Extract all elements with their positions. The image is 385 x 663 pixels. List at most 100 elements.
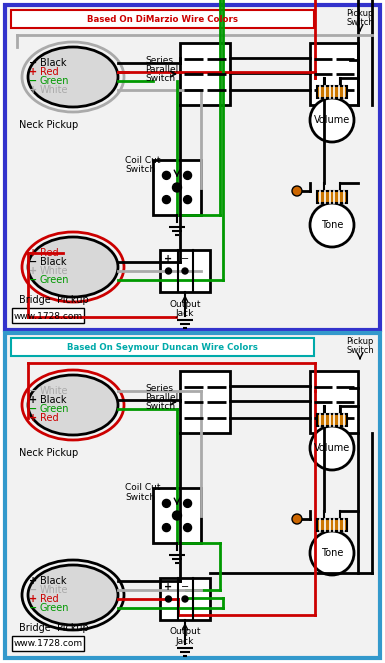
Text: −: − (29, 58, 37, 68)
Text: Parallel: Parallel (145, 64, 178, 74)
Text: White: White (40, 266, 69, 276)
Text: Pickup: Pickup (346, 337, 374, 345)
Text: Neck Pickup: Neck Pickup (19, 448, 78, 458)
Circle shape (162, 499, 171, 507)
Circle shape (292, 514, 302, 524)
Bar (180, 371, 230, 433)
Text: Neck Pickup: Neck Pickup (19, 120, 78, 130)
Text: Coil Cut: Coil Cut (125, 156, 161, 164)
Circle shape (310, 98, 354, 142)
Text: −: − (29, 404, 37, 414)
Circle shape (172, 511, 181, 520)
Bar (160, 578, 210, 620)
Text: Green: Green (40, 603, 70, 613)
Text: Tone: Tone (321, 548, 343, 558)
Bar (317, 191, 347, 203)
Text: Green: Green (40, 404, 70, 414)
Text: −: − (29, 603, 37, 613)
Bar (5, 5, 380, 330)
Text: +: + (29, 85, 37, 95)
Circle shape (310, 203, 354, 247)
Bar (11, 10, 314, 28)
Text: +: + (29, 576, 37, 586)
Text: Green: Green (40, 275, 70, 285)
Circle shape (184, 196, 192, 204)
Text: Bridge  Pickup: Bridge Pickup (19, 295, 89, 305)
Bar (153, 488, 201, 543)
Ellipse shape (28, 237, 118, 297)
Bar (180, 43, 230, 105)
Text: Black: Black (40, 576, 67, 586)
Text: www.1728.com: www.1728.com (13, 312, 82, 320)
Text: Black: Black (40, 58, 67, 68)
Text: Series: Series (145, 56, 173, 64)
Bar (12, 308, 84, 323)
Circle shape (184, 172, 192, 180)
Text: Output: Output (169, 300, 201, 308)
Text: Switch: Switch (145, 402, 175, 410)
Text: Jack: Jack (176, 308, 194, 318)
Text: Switch: Switch (125, 164, 155, 174)
Text: Switch: Switch (145, 74, 175, 82)
Text: Series: Series (145, 383, 173, 392)
Text: Volume: Volume (314, 443, 350, 453)
Circle shape (292, 186, 302, 196)
Circle shape (182, 268, 188, 274)
Text: Red: Red (40, 67, 59, 77)
Bar (12, 636, 84, 651)
Bar (317, 519, 347, 531)
Text: Switch: Switch (125, 493, 155, 501)
Text: +: + (29, 395, 37, 405)
Circle shape (166, 596, 171, 602)
Text: Pickup: Pickup (346, 9, 374, 17)
Text: +: + (164, 582, 172, 592)
Text: −: − (29, 386, 37, 396)
Text: −: − (29, 275, 37, 285)
Text: +: + (29, 67, 37, 77)
Ellipse shape (28, 565, 118, 625)
Text: Coil Cut: Coil Cut (125, 483, 161, 493)
Bar (11, 338, 314, 356)
Bar (5, 333, 380, 658)
Text: Parallel: Parallel (145, 392, 178, 402)
Text: −: − (29, 76, 37, 86)
Circle shape (162, 172, 171, 180)
Circle shape (182, 596, 188, 602)
Ellipse shape (28, 47, 118, 107)
Text: −: − (181, 254, 189, 265)
Circle shape (162, 196, 171, 204)
Bar (153, 160, 201, 215)
Circle shape (310, 531, 354, 575)
Text: −: − (29, 257, 37, 267)
Bar (317, 414, 347, 426)
Text: Bridge  Pickup: Bridge Pickup (19, 623, 89, 633)
Text: Black: Black (40, 257, 67, 267)
Text: +: + (29, 266, 37, 276)
Text: −: − (181, 582, 189, 592)
Text: Jack: Jack (176, 636, 194, 646)
Text: Tone: Tone (321, 220, 343, 230)
Text: White: White (40, 585, 69, 595)
Circle shape (310, 426, 354, 470)
Text: Based On Seymour Duncan Wire Colors: Based On Seymour Duncan Wire Colors (67, 343, 258, 351)
Circle shape (184, 524, 192, 532)
Circle shape (162, 524, 171, 532)
Text: www.1728.com: www.1728.com (13, 640, 82, 648)
Text: Switch: Switch (346, 17, 374, 27)
Text: Green: Green (40, 76, 70, 86)
Text: +: + (29, 413, 37, 423)
Bar (310, 371, 358, 433)
Circle shape (184, 499, 192, 507)
Ellipse shape (28, 375, 118, 435)
Circle shape (172, 183, 181, 192)
Text: +: + (29, 248, 37, 258)
Text: White: White (40, 386, 69, 396)
Text: White: White (40, 85, 69, 95)
Text: Red: Red (40, 594, 59, 604)
Text: Volume: Volume (314, 115, 350, 125)
Circle shape (166, 268, 171, 274)
Text: +: + (164, 254, 172, 265)
Text: Red: Red (40, 413, 59, 423)
Text: Black: Black (40, 395, 67, 405)
Bar (160, 250, 210, 292)
